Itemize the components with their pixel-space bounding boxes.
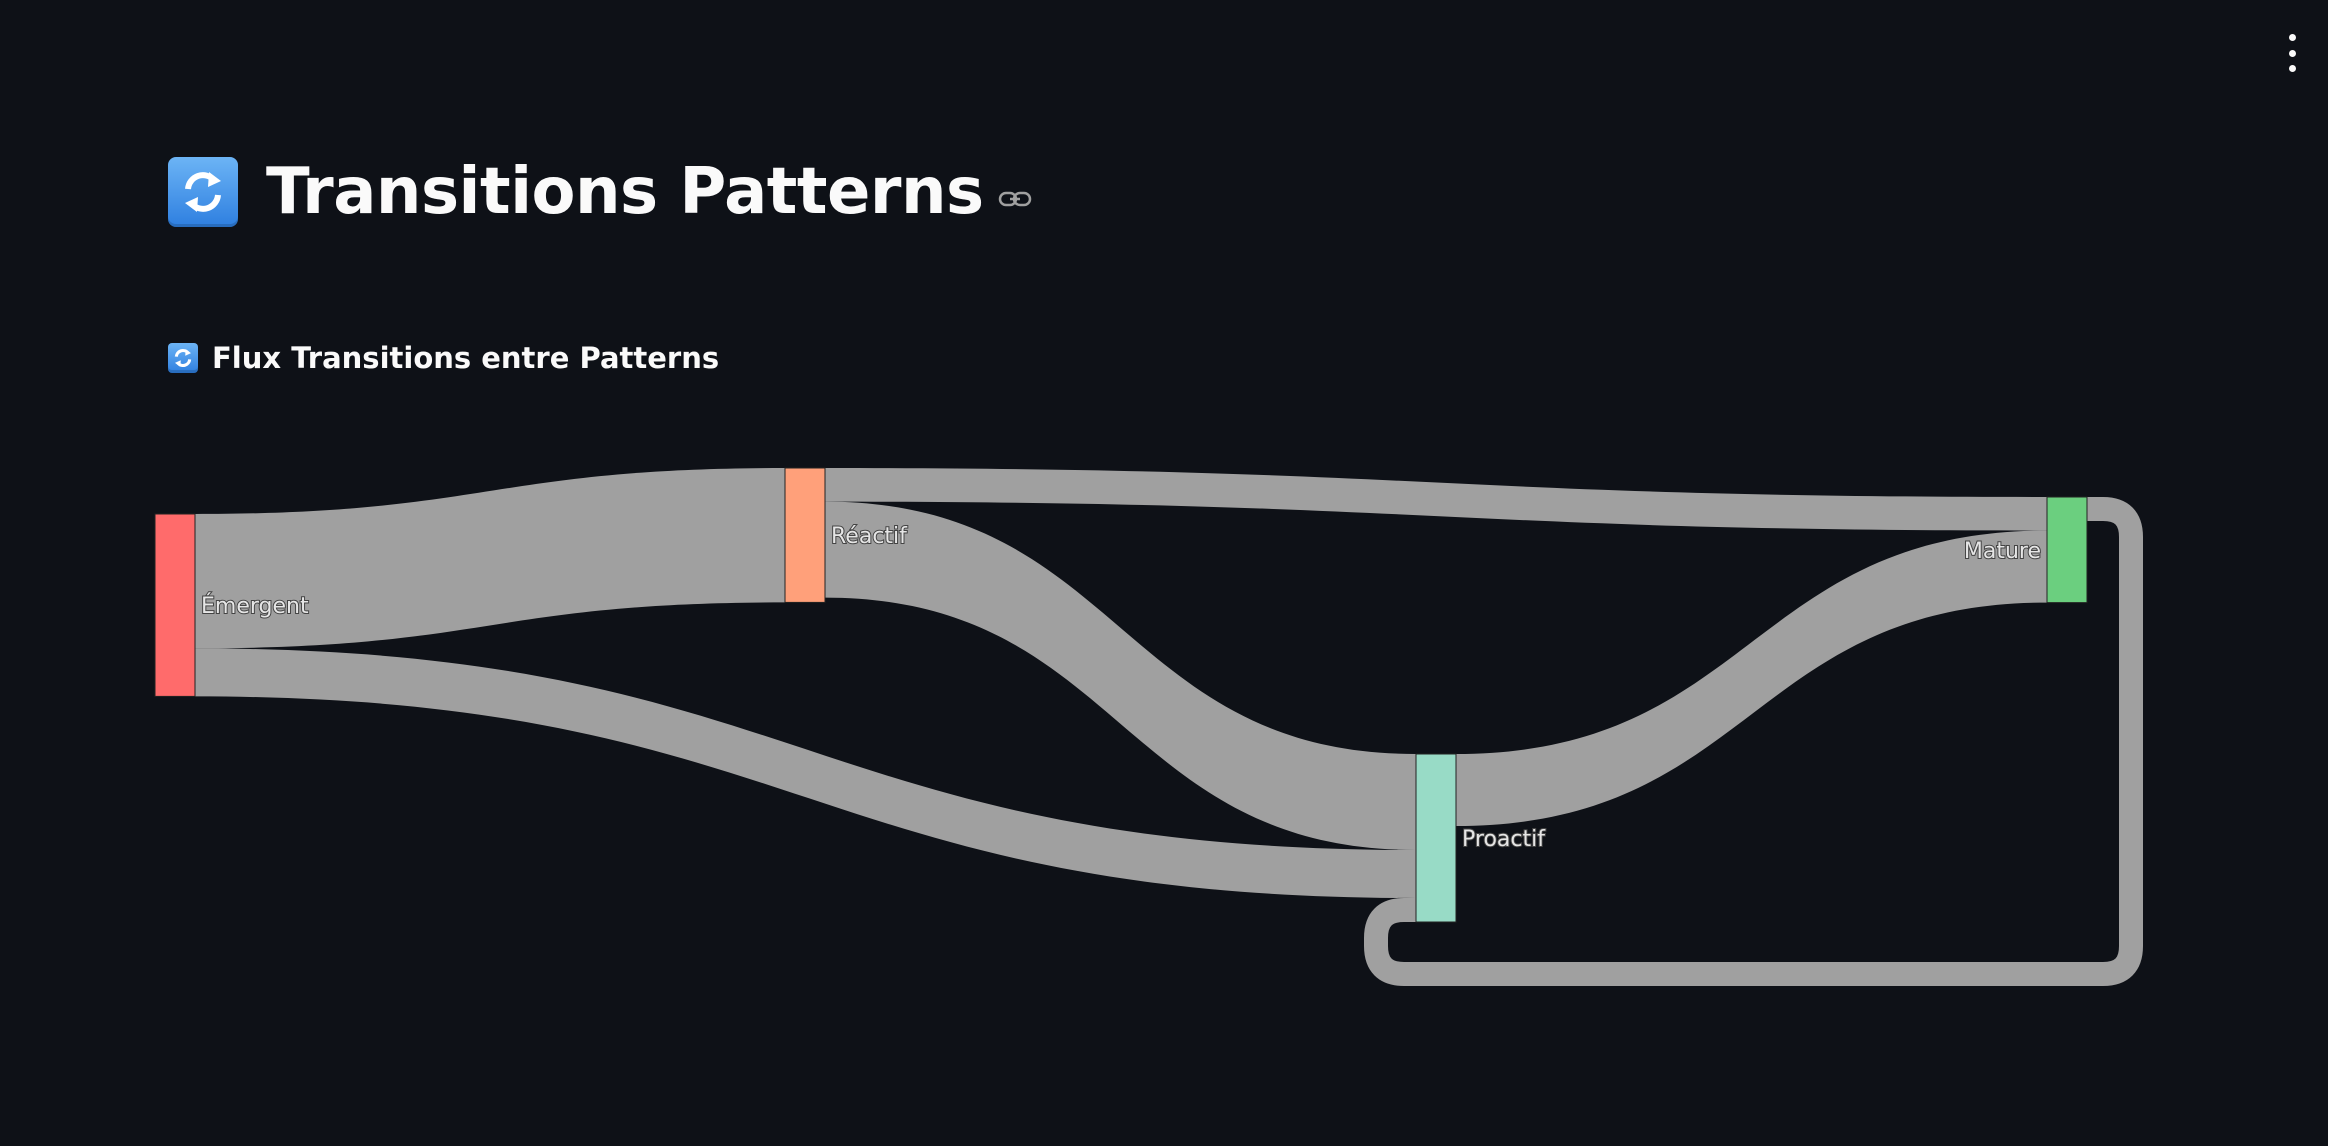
sankey-link-reactif-mature[interactable] [825, 468, 2047, 531]
sankey-node-label: Mature [1964, 539, 2041, 564]
sankey-link-reactif-proactif[interactable] [825, 501, 1416, 850]
section-title: Flux Transitions entre Patterns [212, 341, 720, 375]
sankey-node-emergent[interactable] [154, 513, 196, 697]
sankey-nodes [154, 467, 2088, 923]
sankey-link-emergent-proactif[interactable] [195, 648, 1416, 898]
menu-dot [2288, 34, 2296, 41]
sankey-node-label: Réactif [831, 524, 908, 549]
link-icon[interactable] [998, 187, 1034, 211]
sankey-node-reactif[interactable] [784, 467, 826, 603]
arrows-cycle-icon [168, 343, 198, 373]
section-header: Flux Transitions entre Patterns [168, 338, 719, 378]
menu-dot [2288, 65, 2296, 72]
sankey-node-label: Émergent [201, 593, 309, 619]
sankey-link-proactif-mature[interactable] [1456, 530, 2047, 826]
sankey-node-label: Proactif [1462, 827, 1546, 852]
menu-dot [2288, 49, 2296, 57]
page-header: Transitions Patterns [168, 150, 1034, 234]
sankey-link-emergent-reactif[interactable] [195, 468, 785, 649]
sankey-link-mature-proactif[interactable] [1364, 497, 2143, 986]
main-menu-button[interactable] [2282, 34, 2302, 72]
sankey-node-mature[interactable] [2046, 496, 2088, 604]
sankey-node-proactif[interactable] [1415, 753, 1457, 923]
page-title: Transitions Patterns [266, 155, 984, 229]
sankey-labels: Émergent Réactif Proactif Mature [200, 523, 2042, 853]
sankey-links [195, 468, 2143, 986]
arrows-cycle-icon [168, 157, 238, 227]
